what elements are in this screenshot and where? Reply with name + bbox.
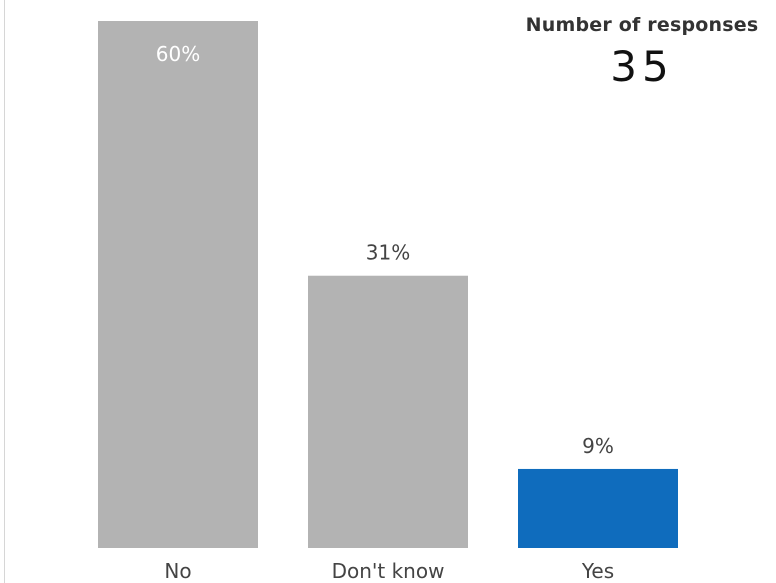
chart-frame-border bbox=[4, 0, 5, 583]
bar-no bbox=[98, 21, 258, 548]
x-tick-label: Don't know bbox=[332, 559, 445, 583]
data-label: 9% bbox=[582, 434, 614, 458]
data-label: 60% bbox=[156, 42, 200, 66]
data-label: 31% bbox=[366, 241, 410, 265]
bar-yes bbox=[518, 468, 678, 548]
x-tick-label: No bbox=[164, 559, 191, 583]
response-count-label: Number of responses bbox=[525, 14, 759, 36]
response-count-card: Number of responses 35 bbox=[512, 14, 772, 88]
response-count-value: 35 bbox=[610, 42, 674, 91]
bar-don-t-know bbox=[308, 275, 468, 548]
x-tick-label: Yes bbox=[581, 559, 614, 583]
